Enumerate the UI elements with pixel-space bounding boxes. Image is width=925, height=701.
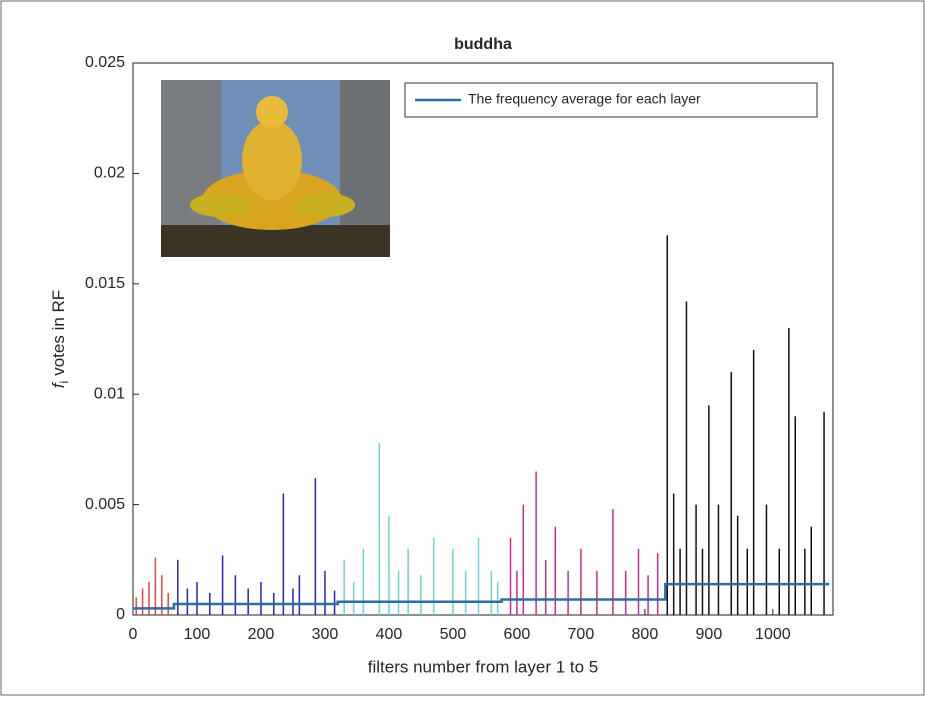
photo-flowers [190, 193, 250, 217]
legend: The frequency average for each layer [404, 82, 818, 118]
photo-flowers [295, 193, 355, 217]
y-tick-label: 0.01 [94, 385, 125, 402]
x-tick-label: 500 [440, 626, 467, 643]
y-tick-label: 0.015 [85, 275, 125, 292]
x-tick-label: 400 [376, 626, 403, 643]
photo-head [256, 96, 288, 128]
photo-base [161, 225, 390, 257]
x-tick-label: 700 [568, 626, 595, 643]
y-axis-label-text: fi votes in RF [49, 290, 71, 388]
x-axis-label: filters number from layer 1 to 5 [368, 657, 599, 676]
x-tick-label: 300 [312, 626, 339, 643]
x-tick-label: 100 [184, 626, 211, 643]
legend-label: The frequency average for each layer [468, 91, 701, 107]
x-tick-label: 0 [129, 626, 138, 643]
y-tick-label: 0.02 [94, 165, 125, 182]
y-label-text: votes in RF [49, 290, 68, 376]
y-tick-label: 0 [116, 606, 125, 623]
chart-title: buddha [454, 36, 512, 53]
y-tick-label: 0.025 [85, 54, 125, 71]
x-tick-label: 1000 [755, 626, 791, 643]
x-tick-label: 900 [696, 626, 723, 643]
photo-body [242, 120, 302, 200]
inset-photo [161, 80, 390, 257]
average-line [133, 582, 830, 610]
y-tick-label: 0.005 [85, 496, 125, 513]
y-axis-label: fi votes in RF [49, 290, 71, 388]
x-tick-label: 200 [248, 626, 275, 643]
y-label-symbol: f [49, 381, 68, 388]
x-tick-label: 600 [504, 626, 531, 643]
x-tick-label: 800 [632, 626, 659, 643]
legend-box [404, 82, 818, 118]
y-label-subscript: i [57, 381, 71, 384]
